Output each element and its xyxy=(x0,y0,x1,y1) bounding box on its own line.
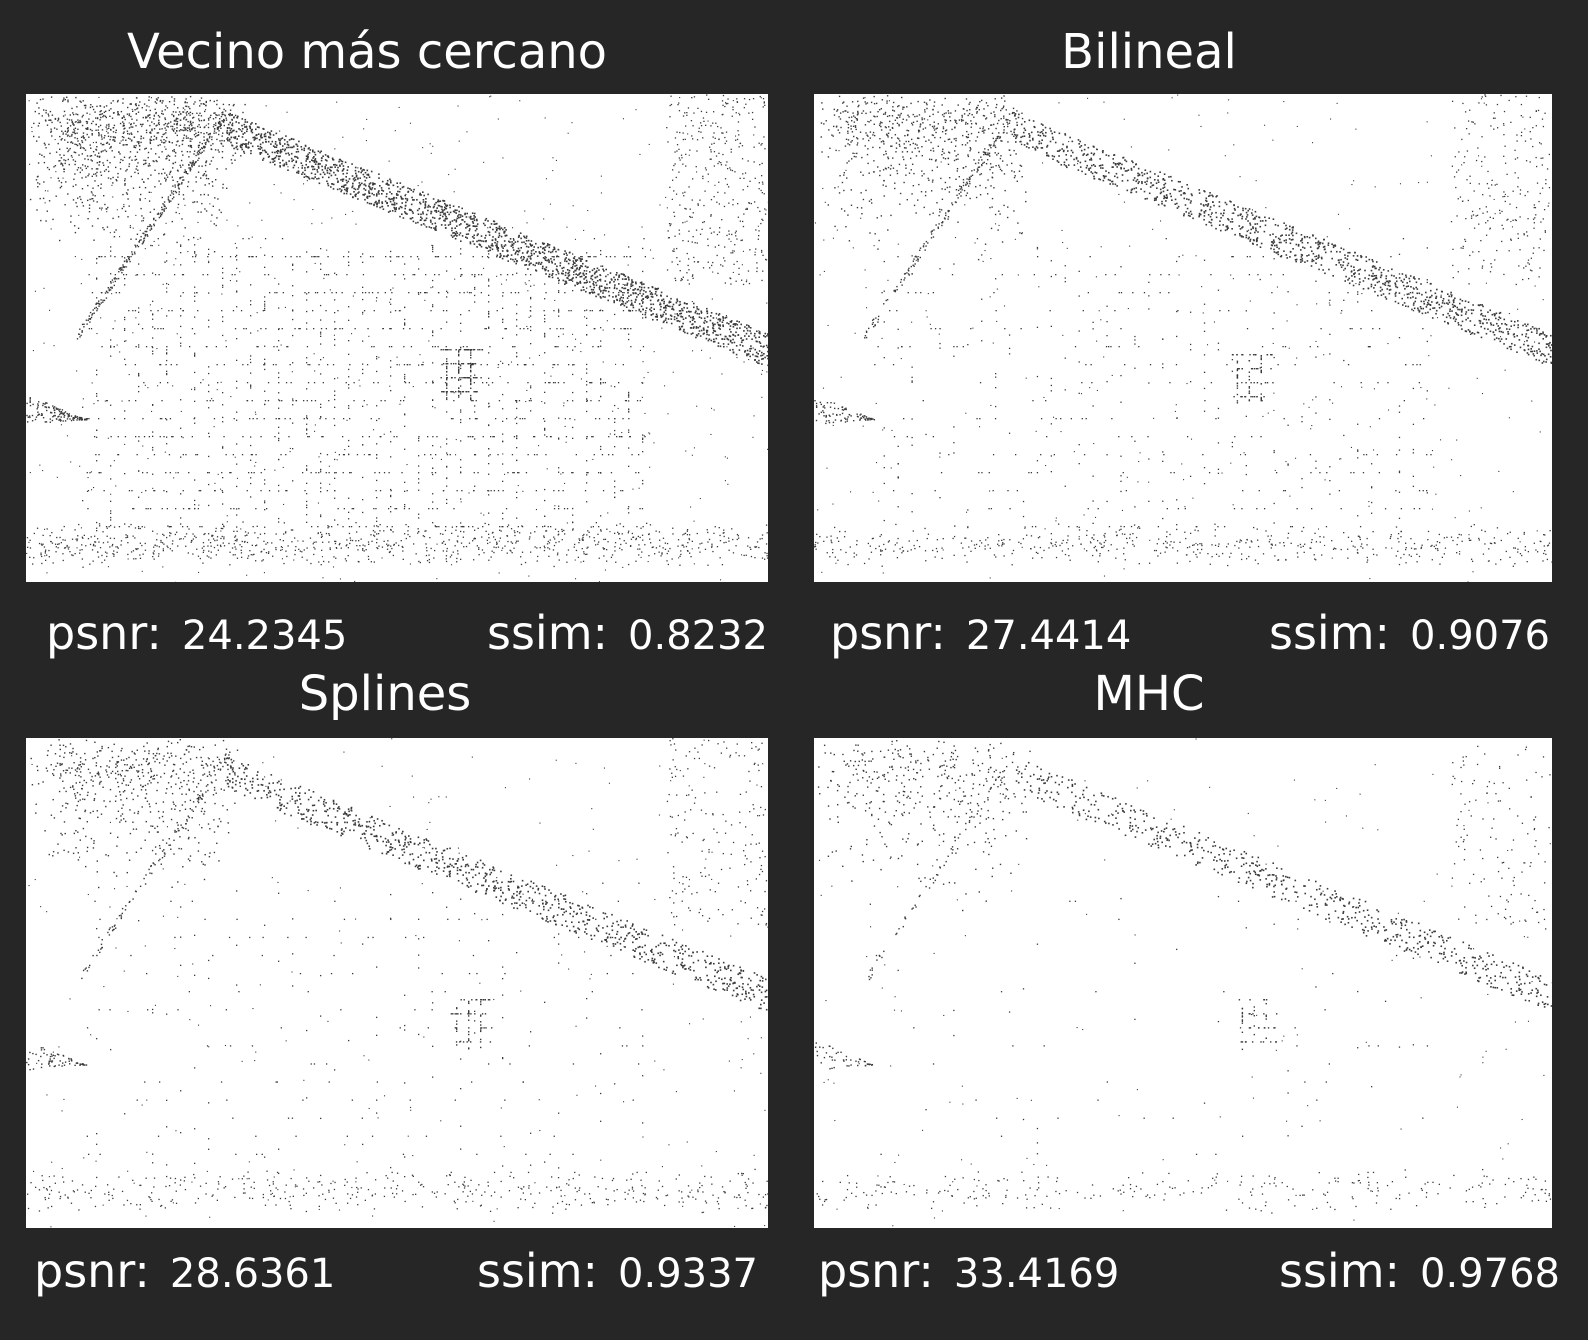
psnr-value: 27.4414 xyxy=(965,613,1132,659)
panel-title: Vecino más cercano xyxy=(126,24,608,80)
panel-nearest-neighbor: Vecino más cercano psnr: 24.2345 ssim: 0.8… xyxy=(0,0,782,660)
psnr-label: psnr: xyxy=(46,606,162,660)
panel-title: Splines xyxy=(298,666,472,722)
error-map-svg xyxy=(26,738,768,1228)
ssim-value: 0.8232 xyxy=(628,613,768,659)
ssim-metric: ssim: 0.8232 xyxy=(487,608,768,661)
error-dots xyxy=(26,94,768,582)
error-map-image xyxy=(26,94,768,582)
error-dots xyxy=(814,94,1552,582)
error-map-image xyxy=(814,94,1552,582)
psnr-metric: psnr: 33.4169 xyxy=(818,1246,1119,1299)
ssim-metric: ssim: 0.9337 xyxy=(477,1246,758,1299)
ssim-label: ssim: xyxy=(477,1244,599,1298)
ssim-value: 0.9076 xyxy=(1410,613,1550,659)
psnr-metric: psnr: 28.6361 xyxy=(34,1246,335,1299)
psnr-value: 33.4169 xyxy=(953,1251,1120,1297)
psnr-label: psnr: xyxy=(830,606,946,660)
error-map-svg xyxy=(814,738,1552,1227)
psnr-label: psnr: xyxy=(818,1244,934,1298)
ssim-label: ssim: xyxy=(1279,1244,1401,1298)
panel-mhc: MHC psnr: 33.4169 ssim: 0.9768 xyxy=(788,662,1570,1322)
ssim-label: ssim: xyxy=(487,606,609,660)
error-map-svg xyxy=(26,94,768,582)
psnr-value: 24.2345 xyxy=(181,613,348,659)
psnr-value: 28.6361 xyxy=(169,1251,336,1297)
panel-splines: Splines psnr: 28.6361 ssim: 0.9337 xyxy=(0,662,782,1322)
panel-bilinear: Bilineal psnr: 27.4414 ssim: 0.9076 xyxy=(788,0,1570,660)
error-map-svg xyxy=(814,94,1552,582)
panel-title: Bilineal xyxy=(1061,24,1237,80)
ssim-label: ssim: xyxy=(1269,606,1391,660)
psnr-metric: psnr: 27.4414 xyxy=(830,608,1131,661)
ssim-metric: ssim: 0.9768 xyxy=(1279,1246,1560,1299)
psnr-metric: psnr: 24.2345 xyxy=(46,608,347,661)
ssim-value: 0.9768 xyxy=(1420,1251,1560,1297)
error-map-image xyxy=(26,738,768,1228)
error-map-image xyxy=(814,738,1552,1228)
psnr-label: psnr: xyxy=(34,1244,150,1298)
ssim-metric: ssim: 0.9076 xyxy=(1269,608,1550,661)
ssim-value: 0.9337 xyxy=(618,1251,758,1297)
error-dots xyxy=(26,738,768,1228)
panel-title: MHC xyxy=(1093,666,1205,722)
error-dots xyxy=(814,738,1552,1227)
